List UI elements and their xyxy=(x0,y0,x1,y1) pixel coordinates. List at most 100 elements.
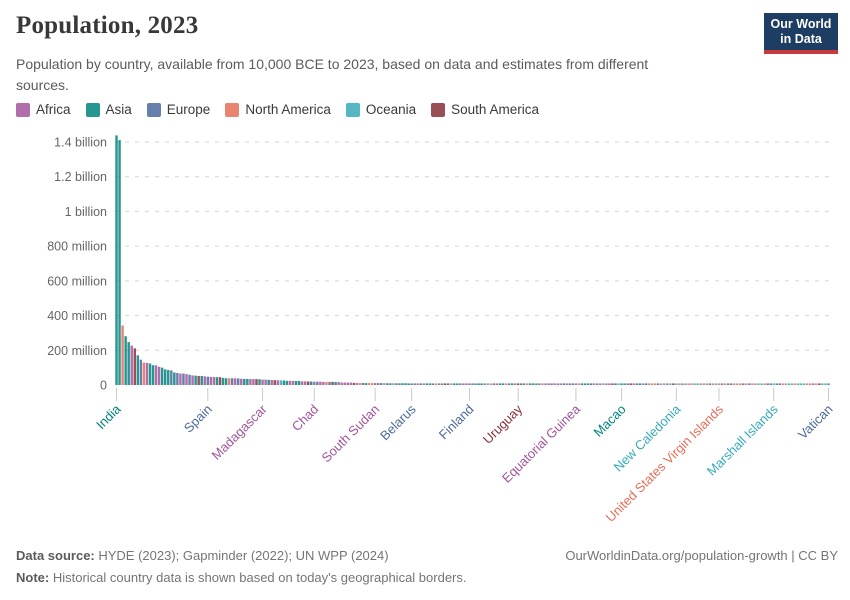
bar-saint-pierre-and-miquelon[interactable] xyxy=(809,383,812,385)
bar-faroe-islands[interactable] xyxy=(748,383,751,385)
bar-greenland[interactable] xyxy=(745,383,748,385)
bar-solomon-islands[interactable] xyxy=(617,383,620,385)
bar-france[interactable] xyxy=(182,373,185,385)
bar-philippines[interactable] xyxy=(151,365,155,385)
bar-mayotte[interactable] xyxy=(666,383,669,385)
bar-grenada[interactable] xyxy=(699,383,702,385)
bar-china[interactable] xyxy=(118,140,121,385)
bar-rwanda[interactable] xyxy=(346,382,349,385)
bar-kiribati[interactable] xyxy=(696,383,699,385)
bar-costa-rica[interactable] xyxy=(489,383,492,385)
bar-fiji[interactable] xyxy=(602,383,605,385)
bar-cyprus[interactable] xyxy=(589,383,593,385)
bar-eswatini[interactable] xyxy=(596,383,599,385)
bar-romania[interactable] xyxy=(316,381,319,385)
bar-peru[interactable] xyxy=(255,379,258,385)
bar-saint-martin[interactable] xyxy=(781,383,785,385)
bar-macao[interactable] xyxy=(620,383,623,385)
bar-malaysia[interactable] xyxy=(246,378,249,385)
bar-tokelau[interactable] xyxy=(824,383,827,385)
bar-hong-kong[interactable] xyxy=(428,383,432,385)
legend-item-europe[interactable]: Europe xyxy=(146,102,210,117)
bar-united-kingdom[interactable] xyxy=(176,373,179,385)
bar-somalia[interactable] xyxy=(319,381,322,385)
bar-andorra[interactable] xyxy=(729,383,733,385)
bar-bolivia[interactable] xyxy=(352,382,356,385)
bar-north-korea[interactable] xyxy=(282,380,286,385)
bar-tunisia[interactable] xyxy=(355,382,359,385)
bar-lebanon[interactable] xyxy=(477,383,480,385)
bar-cameroon[interactable] xyxy=(270,379,273,385)
bar-austria[interactable] xyxy=(413,383,416,385)
bar-ecuador[interactable] xyxy=(331,381,334,385)
bar-estonia[interactable] xyxy=(586,383,590,385)
bar-norway[interactable] xyxy=(474,383,477,385)
bar-madagascar[interactable] xyxy=(261,379,264,385)
bar-sao-tome-and-principe[interactable] xyxy=(681,383,684,385)
bar-togo[interactable] xyxy=(416,383,419,385)
bar-gambia[interactable] xyxy=(544,383,547,385)
bar-hungary[interactable] xyxy=(398,383,401,385)
bar-finland[interactable] xyxy=(468,383,471,385)
bar-papua-new-guinea[interactable] xyxy=(392,383,395,385)
bar-haiti[interactable] xyxy=(358,382,362,385)
bar-russia[interactable] xyxy=(139,359,143,385)
bar-bermuda[interactable] xyxy=(739,383,742,385)
bar-gibraltar[interactable] xyxy=(778,383,782,385)
legend-item-oceania[interactable]: Oceania xyxy=(345,102,416,117)
bar-mauritius[interactable] xyxy=(592,383,596,385)
legend-item-asia[interactable]: Asia xyxy=(85,102,132,117)
bar-belarus[interactable] xyxy=(410,383,413,385)
bar-slovakia[interactable] xyxy=(471,383,474,385)
bar-marshall-islands[interactable] xyxy=(772,383,775,385)
bar-el-salvador[interactable] xyxy=(449,383,453,385)
bar-guinea-bissau[interactable] xyxy=(565,383,569,385)
bar-senegal[interactable] xyxy=(322,381,325,385)
bar-south-korea[interactable] xyxy=(200,375,203,385)
bar-sierra-leone[interactable] xyxy=(422,383,426,385)
bar-barbados[interactable] xyxy=(678,383,681,385)
bar-armenia[interactable] xyxy=(529,383,532,385)
bar-tonga[interactable] xyxy=(714,383,718,385)
bar-micronesia[interactable] xyxy=(702,383,705,385)
bar-turkey[interactable] xyxy=(167,369,170,385)
bar-czechia[interactable] xyxy=(380,383,383,385)
bar-united-arab-emirates[interactable] xyxy=(404,383,407,385)
bar-equatorial-guinea[interactable] xyxy=(574,383,578,385)
bar-falkland-islands[interactable] xyxy=(818,383,821,385)
bar-pakistan[interactable] xyxy=(127,342,130,385)
bar-anguilla[interactable] xyxy=(793,383,797,385)
bar-colombia[interactable] xyxy=(197,375,200,385)
bar-zimbabwe[interactable] xyxy=(337,382,340,385)
bar-vatican[interactable] xyxy=(827,383,830,385)
legend-item-south-america[interactable]: South America xyxy=(431,102,539,117)
bar-israel[interactable] xyxy=(407,383,410,385)
bar-portugal[interactable] xyxy=(395,383,398,385)
legend-item-africa[interactable]: Africa xyxy=(16,102,71,117)
bar-guernsey[interactable] xyxy=(742,383,745,385)
bar-new-caledonia[interactable] xyxy=(675,383,678,385)
bar-guadeloupe[interactable] xyxy=(653,383,657,385)
bar-belgium[interactable] xyxy=(361,382,365,385)
bar-panama[interactable] xyxy=(504,383,508,385)
bar-sint-maarten[interactable] xyxy=(763,383,766,385)
bar-jersey[interactable] xyxy=(708,383,712,385)
bar-guyana[interactable] xyxy=(611,383,614,385)
bar-vanuatu[interactable] xyxy=(662,383,666,385)
bar-montserrat[interactable] xyxy=(815,383,818,385)
bar-chad[interactable] xyxy=(313,381,316,385)
bar-kazakhstan[interactable] xyxy=(310,381,313,385)
bar-myanmar[interactable] xyxy=(194,375,197,385)
bar-central-african-republic[interactable] xyxy=(465,383,468,385)
bar-turks-and-caicos-islands[interactable] xyxy=(754,383,757,385)
bar-american-samoa[interactable] xyxy=(757,383,760,385)
bar-oman[interactable] xyxy=(498,383,502,385)
bar-mexico[interactable] xyxy=(142,362,146,385)
bar-congo[interactable] xyxy=(462,383,465,385)
bar-palau[interactable] xyxy=(787,383,791,385)
bar-democratic-republic-of-congo[interactable] xyxy=(157,366,161,385)
bar-vietnam[interactable] xyxy=(160,367,164,385)
bar-brunei[interactable] xyxy=(644,383,648,385)
bar-burkina-faso[interactable] xyxy=(291,381,295,385)
bar-canada[interactable] xyxy=(227,378,231,385)
